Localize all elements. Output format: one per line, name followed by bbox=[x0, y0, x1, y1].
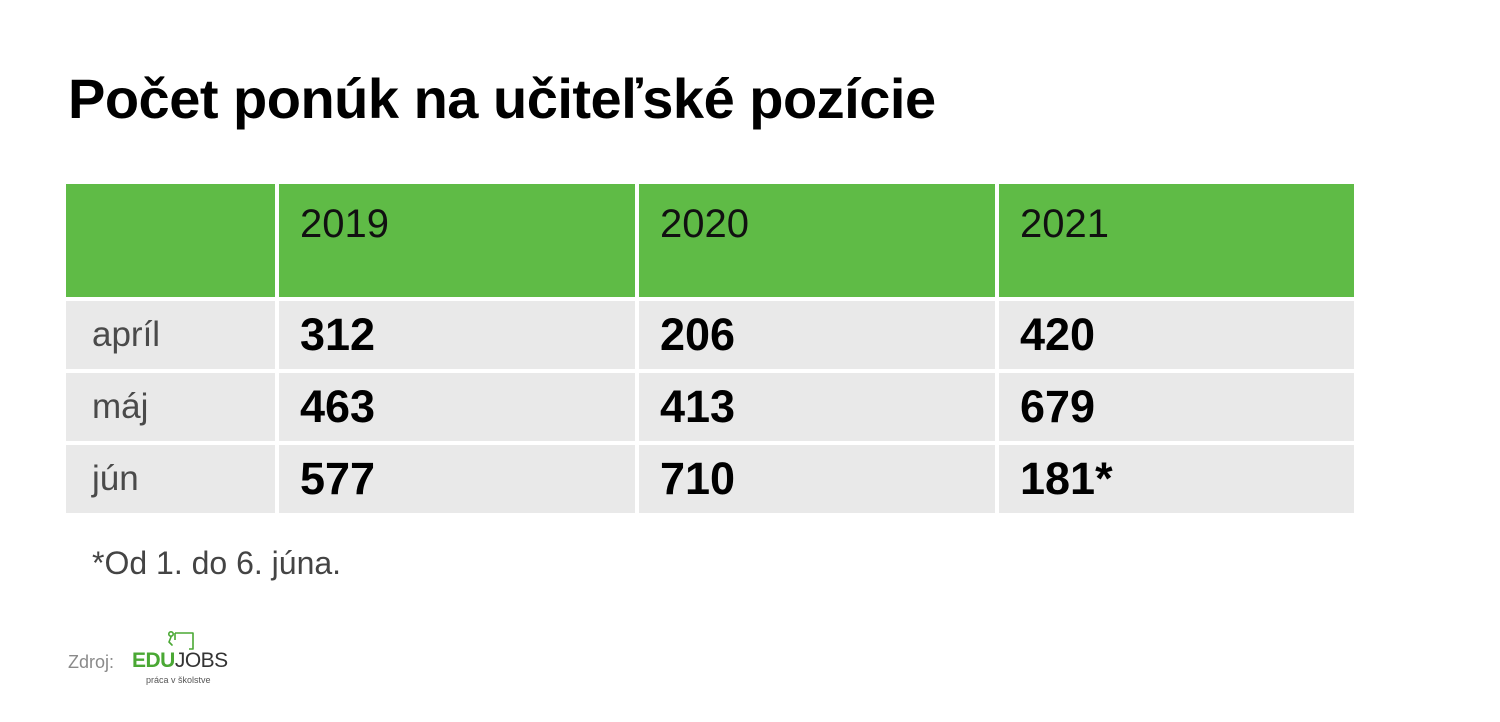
edujobs-logo: EDUJOBS práca v školstve bbox=[130, 630, 230, 686]
chart-title: Počet ponúk na učiteľské pozície bbox=[68, 67, 936, 130]
cell-may-2019: 463 bbox=[279, 373, 635, 441]
source-label: Zdroj: bbox=[68, 652, 115, 672]
cell-june-2021: 181* bbox=[999, 445, 1354, 513]
header-corner-cell bbox=[66, 184, 275, 297]
logo-tagline: práca v školstve bbox=[146, 675, 211, 685]
offers-table: 2019 2020 2021 apríl 312 206 420 máj 463… bbox=[66, 184, 1354, 513]
logo-wordmark: EDUJOBS bbox=[132, 649, 228, 673]
row-label-may: máj bbox=[66, 373, 275, 441]
column-header-2021: 2021 bbox=[999, 184, 1354, 297]
row-label-april: apríl bbox=[66, 301, 275, 369]
logo-word-jobs: JOBS bbox=[174, 649, 228, 672]
cell-april-2019: 312 bbox=[279, 301, 635, 369]
cell-may-2020: 413 bbox=[639, 373, 995, 441]
logo-word-edu: EDU bbox=[132, 649, 175, 672]
cell-april-2020: 206 bbox=[639, 301, 995, 369]
column-header-2019: 2019 bbox=[279, 184, 635, 297]
cell-april-2021: 420 bbox=[999, 301, 1354, 369]
footnote: *Od 1. do 6. júna. bbox=[92, 545, 342, 581]
desk-person-icon bbox=[168, 630, 194, 650]
cell-june-2019: 577 bbox=[279, 445, 635, 513]
cell-june-2020: 710 bbox=[639, 445, 995, 513]
row-label-june: jún bbox=[66, 445, 275, 513]
cell-may-2021: 679 bbox=[999, 373, 1354, 441]
column-header-2020: 2020 bbox=[639, 184, 995, 297]
